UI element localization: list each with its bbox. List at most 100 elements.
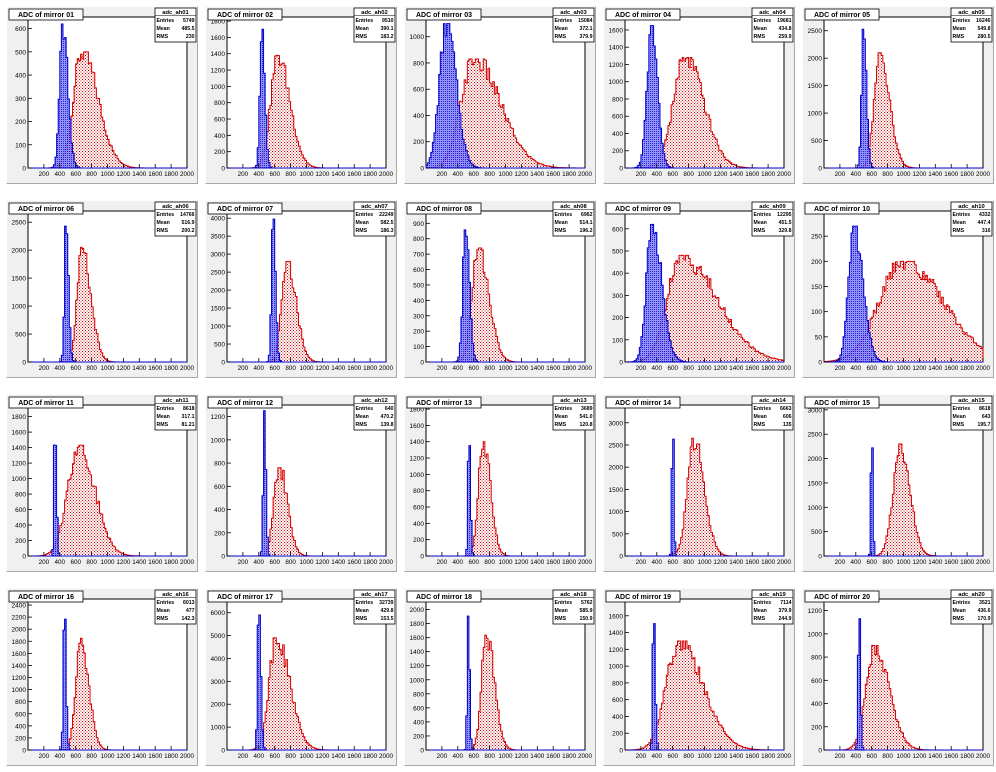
blue-histogram <box>227 218 386 363</box>
histogram-pad: 0 200 400 600 800 1000 1200 1400 1600 1800 200 400 6… <box>6 394 198 572</box>
y-tick-label: 800 <box>413 60 424 67</box>
y-tick-label: 6000 <box>211 610 226 617</box>
y-tick-label: 400 <box>612 131 623 138</box>
stat-value-rms: 153.5 <box>381 616 394 622</box>
y-tick-label: 600 <box>612 226 623 233</box>
y-tick-label: 3500 <box>211 234 226 241</box>
x-tick-label: 800 <box>484 171 495 178</box>
y-tick-label: 600 <box>413 505 424 512</box>
stat-label-rms: RMS <box>555 616 567 622</box>
x-tick-label: 2000 <box>976 365 991 372</box>
x-tick-label: 1800 <box>761 559 776 566</box>
stat-label-entries: Entries <box>754 406 772 412</box>
y-tick-label: 200 <box>612 315 623 322</box>
y-tick-label: 1600 <box>609 613 624 620</box>
x-tick-label: 1600 <box>546 365 561 372</box>
y-tick-label: 0 <box>221 360 225 367</box>
y-tick-label: 1400 <box>609 45 624 52</box>
stat-label-entries: Entries <box>157 212 175 218</box>
stat-value-rms: 379.9 <box>580 34 593 40</box>
x-tick-label: 1200 <box>116 365 131 372</box>
y-tick-label: 400 <box>413 298 424 305</box>
stat-value-entries: 7114 <box>780 600 791 606</box>
stat-value-rms: 196.2 <box>580 228 593 234</box>
title-box: ADC of mirror 19 <box>605 590 681 603</box>
y-tick-label: 50 <box>815 334 823 341</box>
stats-box: adc_ah16 Entries 6013 Mean 477 RMS 142.3 <box>154 589 197 625</box>
y-tick-label: 600 <box>15 711 26 718</box>
x-tick-label: 600 <box>667 171 678 178</box>
stat-label-rms: RMS <box>754 616 766 622</box>
x-tick-label: 800 <box>882 365 893 372</box>
stat-value-mean: 451.5 <box>779 220 792 226</box>
y-tick-label: 100 <box>612 337 623 344</box>
stat-label-entries: Entries <box>754 18 772 24</box>
x-tick-label: 600 <box>468 171 479 178</box>
y-tick-label: 4000 <box>211 656 226 663</box>
x-tick-label: 2000 <box>578 171 593 178</box>
x-tick-label: 800 <box>86 753 97 760</box>
x-tick-label: 1600 <box>148 559 163 566</box>
histogram-pad: 0 1000 2000 3000 4000 5000 6000 200 400 600 800 100… <box>205 588 397 766</box>
x-tick-label: 1400 <box>729 171 744 178</box>
y-tick-label: 2000 <box>410 607 425 614</box>
hist-name: adc_ah16 <box>162 592 189 598</box>
y-tick-label: 400 <box>214 507 225 514</box>
y-tick-label: 2000 <box>808 456 823 463</box>
y-tick-label: 400 <box>413 719 424 726</box>
stat-label-rms: RMS <box>157 228 169 234</box>
x-tick-label: 1800 <box>960 365 975 372</box>
stat-label-entries: Entries <box>157 18 175 24</box>
x-tick-label: 200 <box>636 365 647 372</box>
y-tick-label: 200 <box>214 530 225 537</box>
x-tick-label: 1600 <box>546 171 561 178</box>
y-tick-label: 400 <box>15 523 26 530</box>
chart-title: ADC of mirror 20 <box>814 594 870 601</box>
y-tick-label: 200 <box>612 731 623 738</box>
y-tick-label: 3000 <box>609 420 624 427</box>
y-tick-label: 1400 <box>410 649 425 656</box>
x-tick-label: 600 <box>269 753 280 760</box>
stat-value-entries: 9510 <box>382 18 394 24</box>
chart-title: ADC of mirror 17 <box>217 594 273 601</box>
y-tick-label: 1000 <box>808 505 823 512</box>
histogram-pad: 0 500 1000 1500 2000 2500 3000 200 400 600 800 1000… <box>603 394 795 572</box>
y-tick-label: 1400 <box>410 439 425 446</box>
stat-value-rms: 120.8 <box>580 422 593 428</box>
blue-histogram <box>624 223 784 363</box>
histogram-svg: 0 100 200 300 400 500 600 700 800 900 200 400 600 800… <box>406 201 595 372</box>
y-tick-label: 200 <box>15 538 26 545</box>
y-tick-label: 100 <box>413 344 424 351</box>
x-tick-label: 1000 <box>697 559 712 566</box>
x-tick-label: 1000 <box>299 559 314 566</box>
x-tick-label: 1200 <box>912 559 927 566</box>
y-tick-label: 500 <box>15 49 26 56</box>
y-tick-label: 3000 <box>211 679 226 686</box>
x-tick-label: 1000 <box>100 559 115 566</box>
y-tick-label: 2200 <box>12 615 27 622</box>
y-tick-label: 1000 <box>12 687 27 694</box>
x-tick-label: 400 <box>652 365 663 372</box>
x-tick-label: 1600 <box>944 365 959 372</box>
x-tick-label: 1200 <box>514 365 529 372</box>
x-tick-label: 800 <box>882 171 893 178</box>
title-box: ADC of mirror 20 <box>804 590 880 603</box>
title-box: ADC of mirror 04 <box>605 8 681 21</box>
histogram-pad: 0 200 400 600 800 1000 1200 1400 1600 200 400 600 80… <box>603 6 795 184</box>
stats-box: adc_ah15 Entries 8618 Mean 643 RMS 195.7 <box>950 395 993 431</box>
stat-value-rms: 135 <box>783 422 792 428</box>
x-tick-label: 1000 <box>896 365 911 372</box>
y-tick-label: 1600 <box>410 423 425 430</box>
x-tick-label: 1000 <box>299 171 314 178</box>
stat-value-rms: 142.3 <box>182 616 195 622</box>
x-tick-label: 200 <box>39 559 50 566</box>
y-tick-label: 1500 <box>609 487 624 494</box>
chart-title: ADC of mirror 05 <box>814 12 870 19</box>
chart-title: ADC of mirror 19 <box>615 594 671 601</box>
y-tick-label: 0 <box>420 554 424 561</box>
hist-name: adc_ah06 <box>162 204 189 210</box>
stats-box: adc_ah08 Entries 6962 Mean 514.1 RMS 196.2 <box>552 201 595 237</box>
